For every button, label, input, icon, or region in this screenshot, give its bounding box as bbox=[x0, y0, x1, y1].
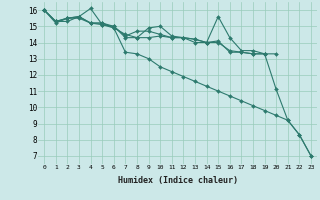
X-axis label: Humidex (Indice chaleur): Humidex (Indice chaleur) bbox=[118, 176, 238, 185]
